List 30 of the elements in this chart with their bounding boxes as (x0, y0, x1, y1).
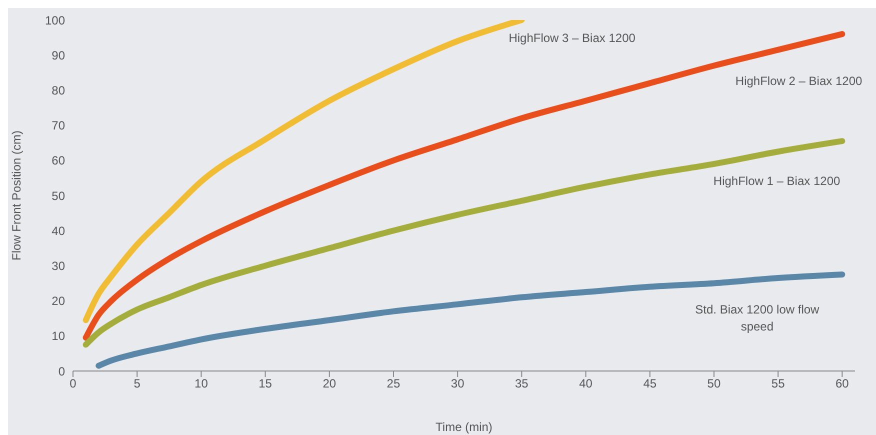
series-label: HighFlow 1 – Biax 1200 (713, 174, 840, 188)
x-axis-title: Time (min) (436, 420, 492, 434)
y-tick-label: 40 (52, 224, 66, 238)
x-tick-label: 30 (450, 376, 465, 391)
x-tick-label: 55 (771, 376, 786, 391)
y-tick-label: 100 (44, 13, 66, 28)
y-tick-label: 60 (52, 154, 66, 168)
y-tick-label: 10 (52, 329, 66, 344)
series-label: HighFlow 3 – Biax 1200 (508, 31, 636, 45)
x-tick-label: 60 (836, 376, 850, 391)
y-tick-label: 70 (52, 118, 66, 133)
y-tick-label: 20 (52, 294, 66, 308)
x-tick-label: 35 (515, 376, 529, 391)
x-tick-label: 5 (134, 376, 141, 391)
x-tick-label: 10 (194, 376, 208, 391)
x-tick-label: 15 (258, 376, 272, 391)
y-axis-title: Flow Front Position (cm) (9, 130, 24, 261)
y-tick-label: 50 (52, 188, 66, 203)
series-label: HighFlow 2 – Biax 1200 (735, 74, 862, 88)
x-tick-label: 20 (322, 376, 336, 391)
y-tick-label: 30 (52, 258, 66, 273)
x-tick-label: 40 (579, 376, 593, 391)
y-tick-label: 0 (58, 364, 66, 378)
y-tick-label: 80 (52, 83, 66, 98)
x-tick-label: 50 (707, 376, 721, 391)
x-tick-label: 45 (643, 376, 657, 391)
series-label: Std. Biax 1200 low flow speed (695, 302, 820, 334)
y-tick-label: 90 (52, 48, 66, 62)
x-tick-label: 0 (70, 376, 77, 391)
x-tick-label: 25 (386, 376, 400, 391)
